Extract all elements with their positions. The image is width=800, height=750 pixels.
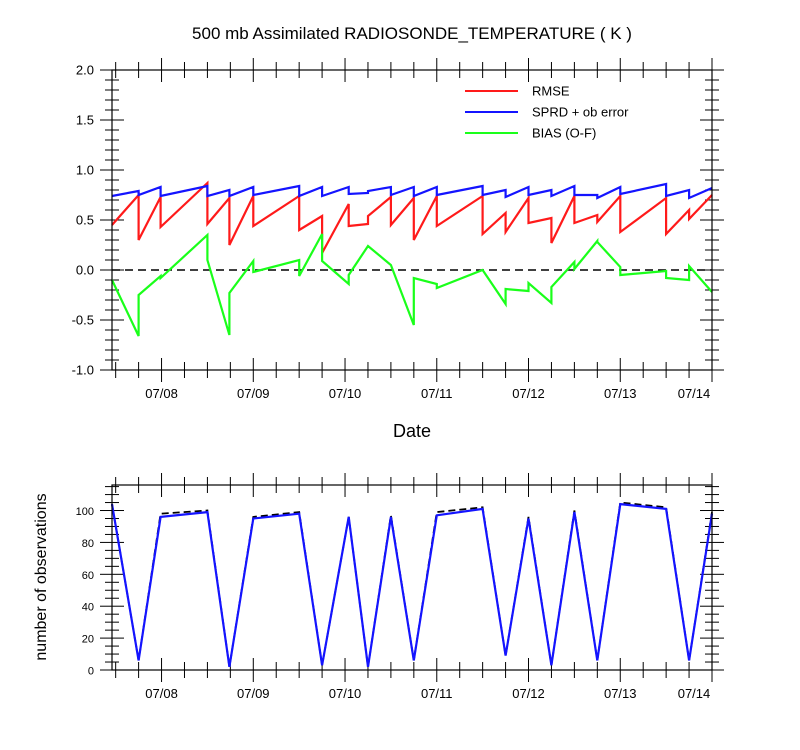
x-tick-label: 07/13 bbox=[604, 386, 637, 401]
legend: RMSE SPRD + ob error BIAS (O-F) bbox=[465, 84, 629, 141]
x-axis-label: Date bbox=[393, 421, 431, 441]
y-tick-label: 80 bbox=[82, 538, 94, 550]
bottom-panel-ticks: 07/08 07/09 07/10 07/11 07/12 07/13 07/14 0 20 40… bbox=[76, 473, 724, 701]
x-tick-label: 07/11 bbox=[421, 686, 453, 701]
series-line-sprd-ob-error bbox=[111, 182, 713, 200]
series-line-bias-o-f bbox=[111, 232, 713, 337]
x-tick-label: 07/14 bbox=[678, 386, 711, 401]
y-tick-label: 60 bbox=[82, 570, 94, 582]
series-line-rmse bbox=[111, 180, 713, 254]
chart-title: 500 mb Assimilated RADIOSONDE_TEMPERATUR… bbox=[192, 24, 632, 43]
x-tick-label: 07/08 bbox=[145, 686, 178, 701]
bottom-panel: 07/08 07/09 07/10 07/11 07/12 07/13 07/14 0 20 40… bbox=[76, 473, 724, 701]
y-tick-label: -0.5 bbox=[72, 313, 94, 328]
x-tick-label: 07/13 bbox=[604, 686, 637, 701]
x-tick-label: 07/09 bbox=[237, 386, 270, 401]
y-axis-label-observations: number of observations bbox=[33, 493, 50, 660]
y-tick-label: 0.0 bbox=[76, 263, 94, 278]
x-tick-label: 07/09 bbox=[237, 686, 270, 701]
y-tick-label: 0.5 bbox=[76, 213, 94, 228]
x-tick-label: 07/08 bbox=[145, 386, 178, 401]
x-tick-label: 07/12 bbox=[512, 386, 545, 401]
top-panel-ticks: 07/08 07/09 07/10 07/11 07/12 07/13 07/14 -1.0 -… bbox=[72, 58, 724, 401]
top-panel-frame bbox=[111, 69, 713, 371]
x-tick-label: 07/11 bbox=[421, 386, 453, 401]
y-tick-label: -1.0 bbox=[72, 363, 94, 378]
bottom-panel-series bbox=[110, 501, 714, 667]
bottom-panel-frame bbox=[111, 484, 713, 671]
series-line-obs-assimilated bbox=[110, 502, 714, 667]
x-tick-label: 07/10 bbox=[329, 686, 362, 701]
top-panel-series bbox=[111, 180, 713, 337]
legend-label: RMSE bbox=[532, 84, 570, 99]
y-tick-label: 2.0 bbox=[76, 63, 94, 78]
legend-label: BIAS (O-F) bbox=[532, 126, 596, 141]
y-tick-label: 1.0 bbox=[76, 163, 94, 178]
x-tick-label: 07/12 bbox=[512, 686, 545, 701]
x-tick-label: 07/14 bbox=[678, 686, 711, 701]
y-tick-label: 1.5 bbox=[76, 113, 94, 128]
y-tick-label: 20 bbox=[82, 634, 94, 646]
y-tick-label: 0 bbox=[88, 666, 94, 678]
y-tick-label: 100 bbox=[76, 506, 94, 518]
y-tick-label: 40 bbox=[82, 602, 94, 614]
x-tick-label: 07/10 bbox=[329, 386, 362, 401]
legend-label: SPRD + ob error bbox=[532, 105, 629, 120]
top-panel: 07/08 07/09 07/10 07/11 07/12 07/13 07/14 -1.0 -… bbox=[72, 58, 724, 401]
